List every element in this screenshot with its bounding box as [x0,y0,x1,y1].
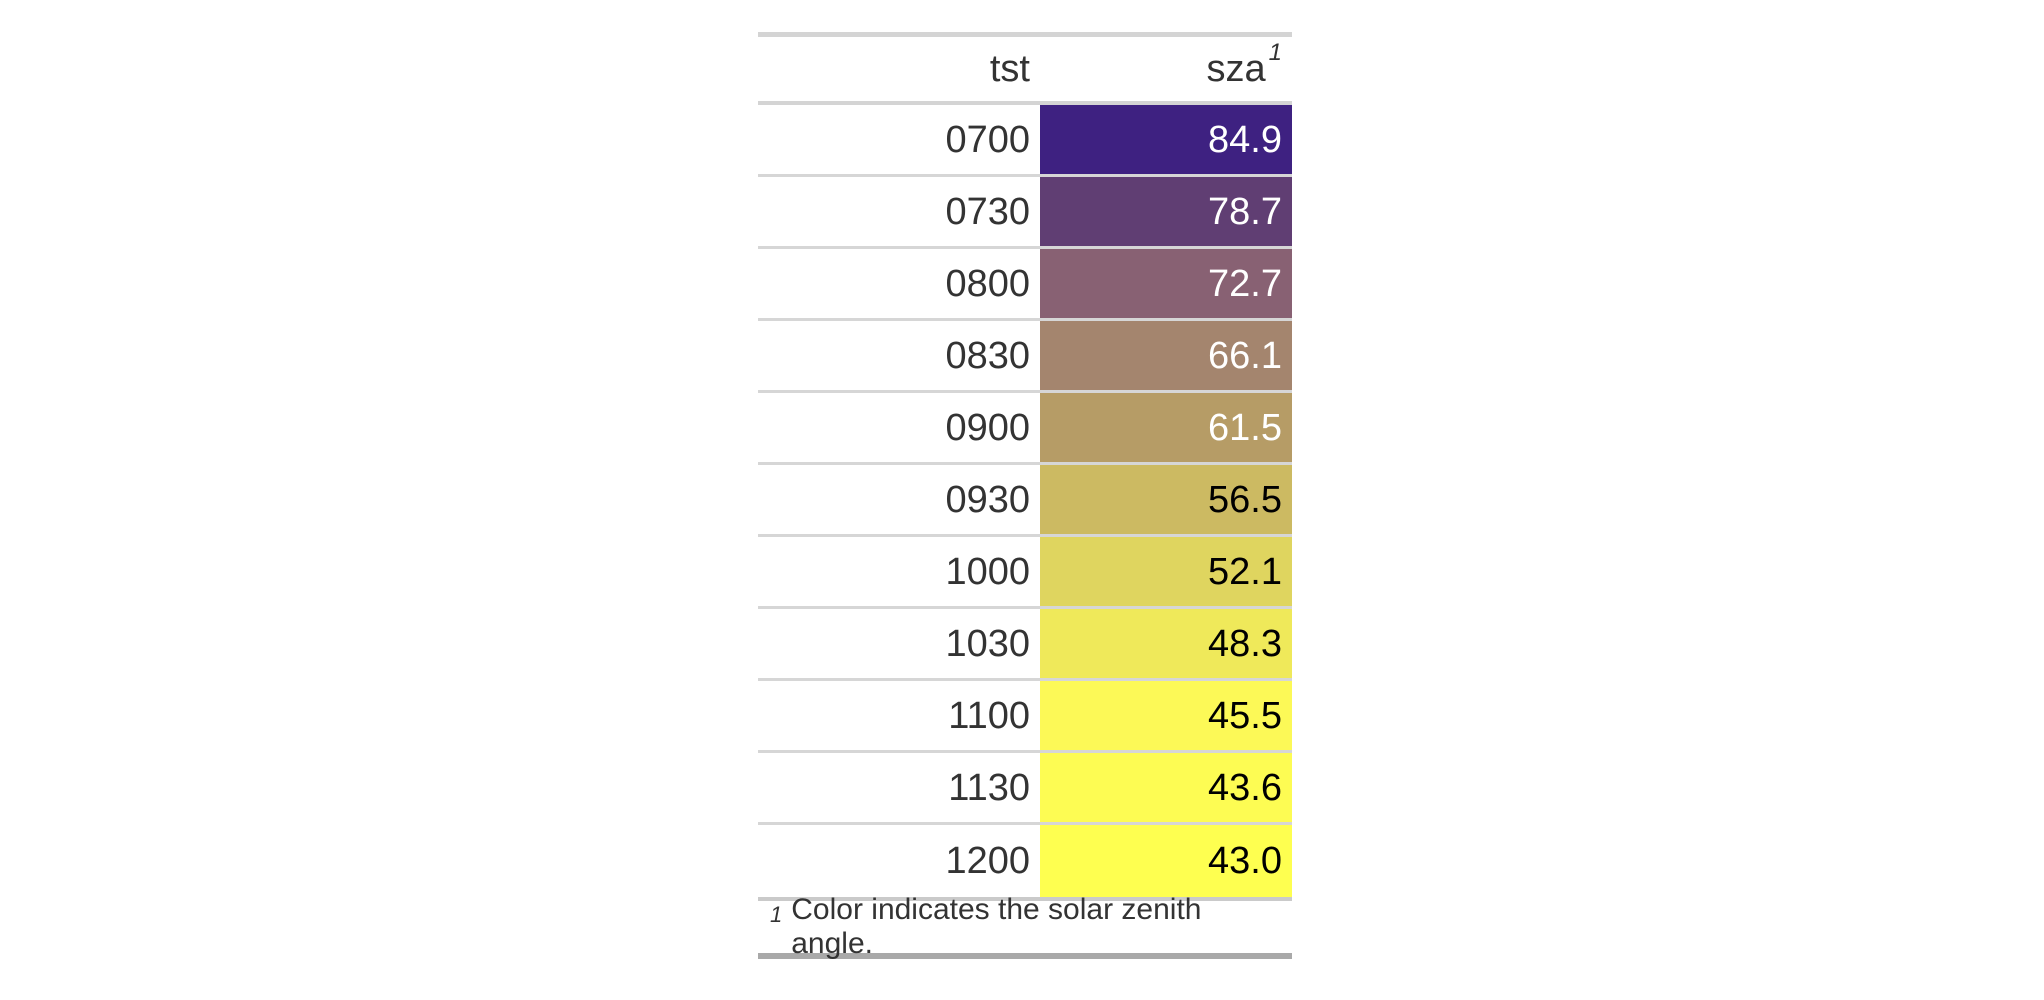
table-row: 1030 48.3 [758,609,1292,681]
sza-cell: 45.5 [1040,681,1292,750]
table-body: 0700 84.9 0730 78.7 0800 72.7 0830 66.1 … [758,105,1292,897]
sza-cell: 48.3 [1040,609,1292,678]
tst-cell: 0700 [758,105,1040,174]
column-header-tst-label: tst [989,48,1030,90]
tst-cell: 1000 [758,537,1040,606]
sza-data-table: tst sza 1 0700 84.9 0730 78.7 0800 72.7 … [758,32,1292,960]
table-row: 0830 66.1 [758,321,1292,393]
table-row: 1130 43.6 [758,753,1292,825]
table-row: 0900 61.5 [758,393,1292,465]
footnote-mark-header: 1 [1268,39,1282,66]
table-row: 0930 56.5 [758,465,1292,537]
table-row: 1100 45.5 [758,681,1292,753]
sza-cell: 56.5 [1040,465,1292,534]
footnote-mark: 1 [770,902,783,927]
tst-cell: 0800 [758,249,1040,318]
tst-cell: 0930 [758,465,1040,534]
sza-cell: 66.1 [1040,321,1292,390]
sza-cell: 43.0 [1040,825,1292,897]
tst-cell: 1100 [758,681,1040,750]
column-header-sza-label: sza [1206,48,1266,90]
footnote-text: Color indicates the solar zenith angle. [791,893,1202,960]
sza-cell: 52.1 [1040,537,1292,606]
table-footnote: 1 Color indicates the solar zenith angle… [758,893,1292,960]
column-header-row: tst sza 1 [758,37,1292,105]
sza-cell: 61.5 [1040,393,1292,462]
tst-cell: 1200 [758,825,1040,897]
tst-cell: 1030 [758,609,1040,678]
tst-cell: 0900 [758,393,1040,462]
table-row: 0800 72.7 [758,249,1292,321]
sza-cell: 72.7 [1040,249,1292,318]
sza-cell: 43.6 [1040,753,1292,822]
tst-cell: 1130 [758,753,1040,822]
column-header-tst: tst [758,37,1040,101]
tst-cell: 0830 [758,321,1040,390]
table-row: 1000 52.1 [758,537,1292,609]
sza-cell: 78.7 [1040,177,1292,246]
table-row: 1200 43.0 [758,825,1292,897]
tst-cell: 0730 [758,177,1040,246]
table-row: 0700 84.9 [758,105,1292,177]
table-row: 0730 78.7 [758,177,1292,249]
sza-cell: 84.9 [1040,105,1292,174]
column-header-sza: sza 1 [1040,37,1292,101]
